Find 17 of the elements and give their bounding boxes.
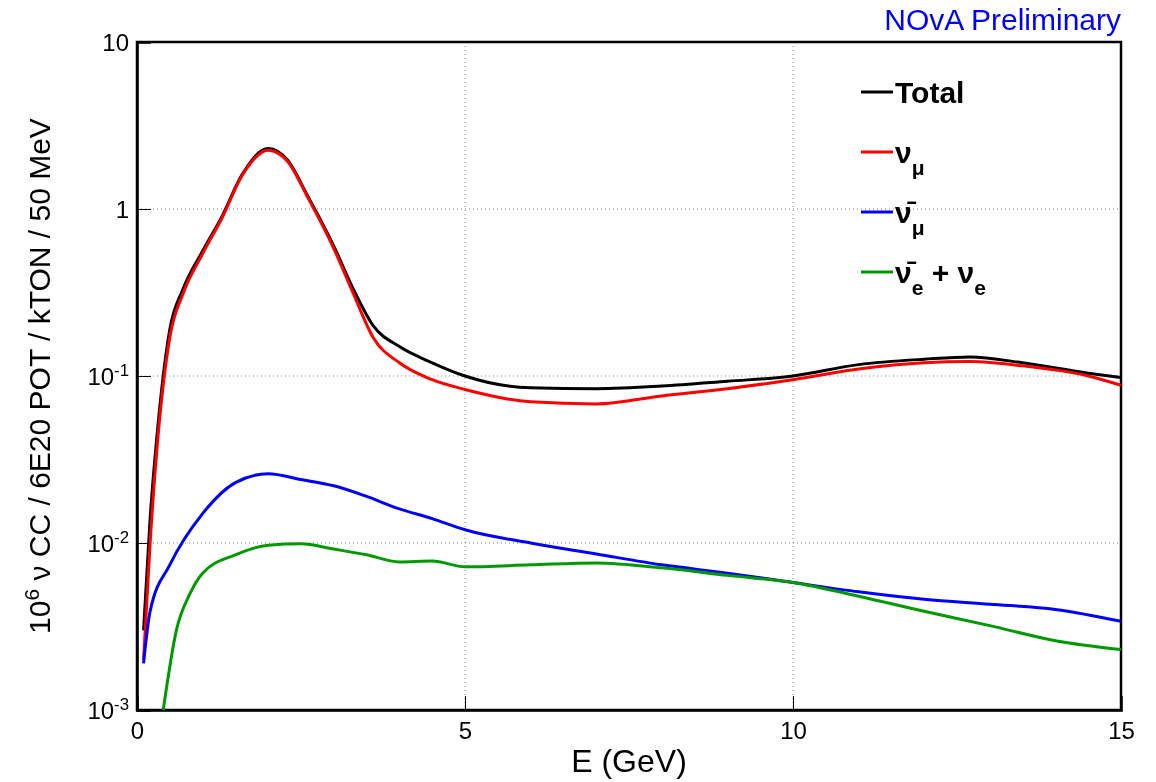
y-tick-label: 10$^{-2}$ [87, 527, 129, 557]
y-tick-label: 10$^{-1}$ [87, 360, 129, 390]
legend-label: ν$_{μ}$ [895, 135, 925, 178]
x-tick-label: 5 [458, 717, 473, 745]
x-tick-label: 10 [780, 717, 807, 745]
line-series [161, 542, 1123, 712]
x-tick-label: 15 [1108, 717, 1135, 745]
legend-label: Total [895, 75, 965, 109]
x-tick-label: 0 [130, 717, 145, 745]
chart-title: NOvA Preliminary [884, 3, 1121, 36]
y-tick-label: 10$^{-3}$ [87, 694, 129, 724]
legend-label: ν̄$_{μ}$ [895, 195, 925, 238]
x-axis-title: E (GeV) [571, 743, 687, 779]
legend-label: ν̄$_{e}$ + ν$_{e}$ [895, 255, 986, 298]
line-series [142, 472, 1123, 665]
y-tick-label: 10 [102, 28, 129, 56]
y-tick-label: 1 [115, 195, 129, 223]
